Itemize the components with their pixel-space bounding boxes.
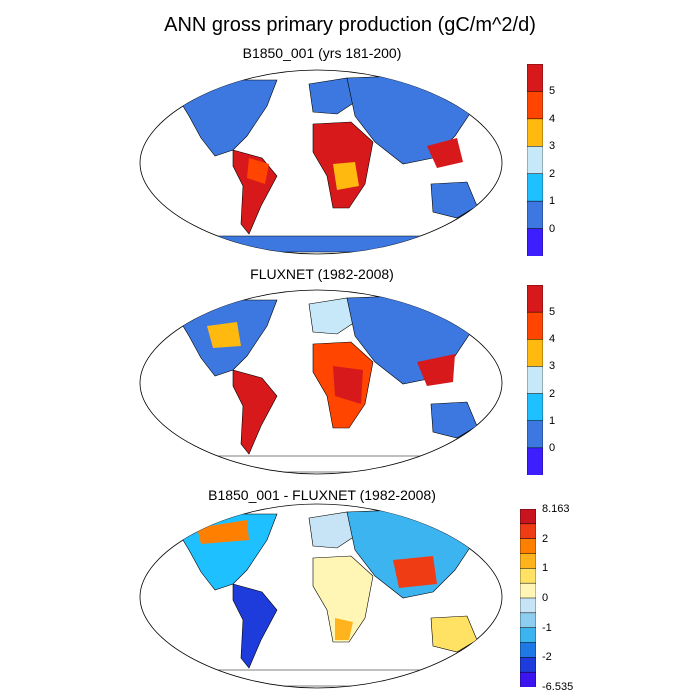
colorbar-tick-label: 8.163 — [542, 503, 570, 515]
panel-title-fluxnet: FLUXNET (1982-2008) — [250, 266, 394, 282]
colorbar-swatch — [527, 366, 543, 395]
data-region — [247, 158, 269, 184]
continent-north-america — [176, 79, 278, 157]
colorbar-fluxnet — [527, 285, 543, 475]
colorbar-tick-label: 3 — [549, 360, 556, 373]
colorbar-tick-label: 5 — [549, 85, 556, 98]
colorbar-swatch — [520, 553, 536, 569]
continent-europe — [308, 511, 356, 549]
colorbar-tick-label: 5 — [549, 306, 556, 319]
colorbar-tick-label: -6.535 — [542, 681, 574, 693]
colorbar-tick-label: 1 — [549, 195, 556, 208]
colorbar-swatch — [527, 228, 543, 256]
continent-south-america — [232, 369, 278, 455]
data-region — [427, 138, 463, 168]
colorbar-model — [527, 64, 543, 256]
data-region — [197, 520, 249, 544]
data-region — [333, 162, 359, 190]
map-difference — [139, 503, 503, 689]
colorbar-swatch — [520, 582, 536, 599]
colorbar-swatch — [527, 420, 543, 449]
colorbar-swatch — [527, 393, 543, 422]
colorbar-tick-label: -2 — [542, 651, 552, 664]
colorbar-swatch — [527, 118, 543, 147]
colorbar-swatch — [527, 339, 543, 367]
data-region — [417, 354, 455, 386]
colorbar-swatch — [520, 671, 536, 687]
colorbar-tick-label: 1 — [549, 414, 556, 427]
colorbar-swatch — [520, 568, 536, 584]
colorbar-swatch — [527, 285, 543, 313]
continent-europe — [308, 297, 356, 335]
colorbar-swatch — [527, 200, 543, 230]
colorbar-swatch — [520, 642, 536, 658]
colorbar-swatch — [527, 447, 543, 475]
colorbar-tick-label: 4 — [549, 112, 556, 125]
colorbar-tick-label: 3 — [549, 140, 556, 153]
colorbar-swatch — [520, 657, 536, 673]
colorbar-swatch — [527, 311, 543, 340]
colorbar-swatch — [527, 91, 543, 120]
continent-australia — [430, 401, 478, 439]
colorbar-swatch — [520, 627, 536, 644]
data-region — [333, 366, 363, 404]
data-region — [335, 618, 353, 640]
data-region — [393, 556, 437, 588]
colorbar-swatch — [520, 538, 536, 555]
colorbar-tick-label: 1 — [542, 562, 549, 575]
colorbar-tick-label: 2 — [549, 387, 556, 400]
colorbar-swatch — [520, 597, 536, 614]
colorbar-tick-label: 2 — [542, 532, 549, 545]
continent-africa — [312, 555, 374, 643]
panel-title-difference: B1850_001 - FLUXNET (1982-2008) — [208, 487, 436, 503]
continent-south-america — [232, 583, 278, 669]
colorbar-swatch — [527, 173, 543, 202]
colorbar-difference — [520, 509, 536, 687]
continent-australia — [430, 181, 478, 219]
data-region — [207, 322, 241, 348]
colorbar-tick-label: 4 — [549, 333, 556, 346]
colorbar-swatch — [520, 612, 536, 629]
continent-europe — [308, 77, 356, 115]
colorbar-tick-label: 0 — [542, 592, 549, 604]
figure-title: ANN gross primary production (gC/m^2/d) — [164, 14, 536, 36]
colorbar-tick-label: -1 — [542, 621, 552, 634]
colorbar-tick-label: 0 — [549, 222, 556, 235]
map-model — [139, 69, 503, 255]
colorbar-tick-label: 2 — [549, 167, 556, 180]
colorbar-swatch — [520, 523, 536, 540]
colorbar-swatch — [520, 509, 536, 525]
colorbar-swatch — [527, 64, 543, 92]
continent-australia — [430, 615, 478, 653]
map-fluxnet — [139, 289, 503, 475]
colorbar-tick-label: 0 — [549, 441, 556, 454]
colorbar-swatch — [527, 146, 543, 175]
panel-title-model: B1850_001 (yrs 181-200) — [242, 45, 402, 61]
